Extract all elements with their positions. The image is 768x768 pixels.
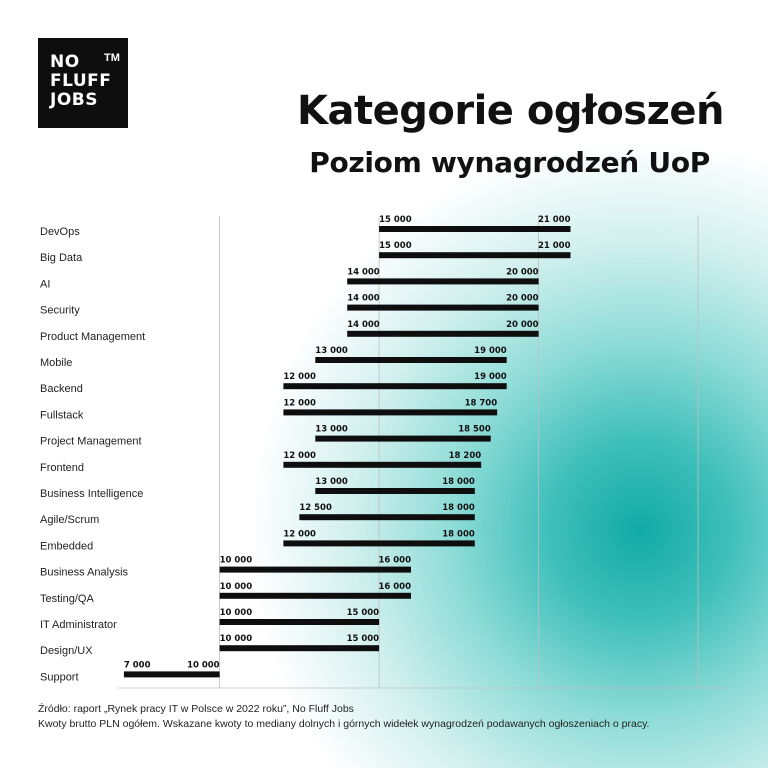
high-value-label: 20 000 [506, 267, 539, 277]
category-label: AI [40, 278, 50, 290]
category-label: Product Management [40, 331, 145, 343]
chart-title: Kategorie ogłoszeń [297, 88, 724, 134]
category-label: Embedded [40, 540, 93, 552]
low-value-label: 7 000 [124, 660, 151, 670]
range-bar [347, 278, 539, 285]
low-value-label: 12 000 [283, 398, 316, 408]
low-value-label: 10 000 [220, 634, 253, 644]
range-bar [379, 252, 571, 259]
category-label: Big Data [40, 252, 83, 264]
salary-range-chart: DevOps 15 000 21 000 Big Data 15 000 21 000 AI… [40, 215, 730, 689]
high-value-label: 16 000 [378, 556, 411, 566]
low-value-label: 15 000 [379, 215, 412, 225]
range-bar [315, 488, 475, 494]
high-value-label: 21 000 [538, 215, 571, 225]
range-bar [379, 226, 571, 232]
category-label: Mobile [40, 357, 72, 369]
category-label: Project Management [40, 436, 142, 448]
logo-trademark: TM [104, 52, 120, 64]
category-label: Agile/Scrum [40, 514, 99, 526]
category-label: DevOps [40, 226, 80, 238]
high-value-label: 19 000 [474, 346, 507, 356]
range-bar [299, 514, 475, 521]
category-label: Design/UX [40, 645, 93, 657]
source-note: Źródło: raport „Rynek pracy IT w Polsce … [38, 703, 354, 715]
low-value-label: 10 000 [220, 556, 253, 566]
low-value-label: 14 000 [347, 294, 380, 304]
range-bar [219, 592, 411, 599]
high-value-label: 18 700 [465, 398, 498, 408]
category-label: Business Intelligence [40, 488, 143, 500]
range-bar [219, 645, 380, 652]
high-value-label: 21 000 [538, 241, 571, 251]
chart-footer: Źródło: raport „Rynek pracy IT w Polsce … [38, 702, 649, 732]
high-value-label: 15 000 [347, 608, 380, 618]
methodology-note: Kwoty brutto PLN ogółem. Wskazane kwoty … [38, 718, 650, 730]
low-value-label: 13 000 [315, 477, 348, 487]
high-value-label: 18 200 [449, 451, 482, 461]
high-value-label: 18 000 [442, 503, 475, 513]
category-label: Security [40, 305, 80, 317]
range-bar [283, 383, 507, 390]
high-value-label: 16 000 [378, 582, 411, 592]
range-bar [347, 304, 539, 311]
logo-line-3: JOBS [50, 90, 98, 110]
high-value-label: 18 000 [442, 529, 475, 539]
range-bar [315, 435, 491, 442]
low-value-label: 14 000 [347, 267, 380, 277]
range-bar [347, 330, 539, 337]
range-bar [219, 566, 411, 573]
low-value-label: 12 000 [283, 451, 316, 461]
low-value-label: 13 000 [315, 346, 348, 356]
high-value-label: 18 000 [442, 477, 475, 487]
high-value-label: 20 000 [506, 320, 539, 330]
category-label: Testing/QA [40, 593, 94, 605]
category-label: Business Analysis [40, 567, 129, 579]
low-value-label: 15 000 [379, 241, 412, 251]
category-label: Frontend [40, 462, 84, 474]
logo-line-1: NO [50, 52, 80, 72]
low-value-label: 14 000 [347, 320, 380, 330]
low-value-label: 12 500 [299, 503, 332, 513]
high-value-label: 10 000 [187, 660, 220, 670]
chart-subtitle: Poziom wynagrodzeń UoP [309, 146, 710, 179]
range-bar [123, 671, 220, 678]
range-bar [283, 540, 475, 547]
category-label: Support [40, 671, 79, 683]
low-value-label: 10 000 [220, 582, 253, 592]
high-value-label: 19 000 [474, 372, 507, 382]
range-bar [283, 461, 482, 468]
high-value-label: 18 500 [458, 425, 491, 435]
high-value-label: 15 000 [347, 634, 380, 644]
range-bar [315, 357, 507, 363]
low-value-label: 12 000 [283, 372, 316, 382]
logo-line-2: FLUFF [50, 71, 112, 91]
category-label: Fullstack [40, 409, 84, 421]
high-value-label: 20 000 [506, 294, 539, 304]
no-fluff-jobs-logo: NO FLUFF JOBS TM [38, 38, 128, 128]
category-label: Backend [40, 383, 83, 395]
low-value-label: 12 000 [283, 529, 316, 539]
category-label: IT Administrator [40, 619, 117, 631]
range-bar [219, 619, 380, 625]
range-bar [283, 409, 498, 416]
low-value-label: 13 000 [315, 425, 348, 435]
low-value-label: 10 000 [220, 608, 253, 618]
